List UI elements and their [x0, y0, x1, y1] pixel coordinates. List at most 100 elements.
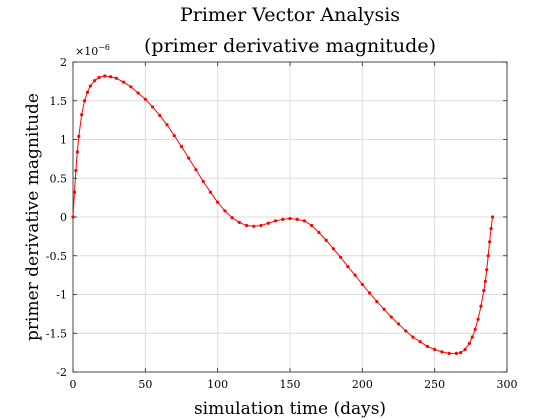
series-line: [72, 75, 494, 354]
data-point: [172, 134, 176, 138]
data-point: [80, 113, 84, 117]
x-tick-label: 100: [207, 378, 228, 391]
data-point: [237, 220, 241, 225]
data-point: [470, 335, 474, 339]
data-point: [317, 230, 321, 235]
data-point: [194, 168, 198, 172]
data-point: [473, 327, 477, 331]
data-point: [201, 179, 205, 183]
data-point: [266, 221, 270, 225]
data-point: [85, 90, 90, 94]
y-tick-label: -1.5: [46, 327, 67, 340]
x-tick-label: 150: [280, 378, 301, 391]
x-tick-label: 250: [424, 378, 445, 391]
data-point: [259, 223, 263, 228]
y-exponent-base: ×10: [75, 45, 98, 58]
y-tick-label: -0.5: [46, 250, 67, 263]
data-point: [454, 351, 458, 355]
data-point: [97, 75, 101, 80]
data-point: [82, 99, 87, 103]
data-point: [165, 123, 169, 127]
data-point: [88, 84, 92, 88]
data-point: [75, 150, 79, 154]
data-point: [382, 307, 386, 311]
x-axis-label: simulation time (days): [194, 399, 386, 419]
data-point: [353, 273, 357, 277]
data-point: [404, 329, 408, 333]
data-point: [158, 113, 162, 118]
data-point: [331, 247, 335, 251]
data-point: [433, 347, 437, 352]
data-point: [103, 74, 107, 78]
data-point: [459, 351, 463, 355]
data-point: [447, 351, 451, 355]
data-point: [93, 79, 97, 83]
data-point: [418, 340, 422, 344]
y-axis-label: primer derivative magnitude: [23, 93, 43, 341]
chart-title: Primer Vector Analysis: [180, 4, 400, 26]
data-point: [143, 97, 147, 101]
data-point: [482, 289, 486, 293]
data-point: [245, 223, 249, 228]
data-point: [288, 216, 292, 221]
data-point: [136, 91, 140, 95]
y-tick-label: 1.5: [50, 95, 68, 108]
data-point: [223, 209, 227, 213]
data-point: [71, 215, 75, 219]
data-point: [411, 335, 415, 339]
data-point: [339, 255, 343, 259]
data-point: [187, 156, 191, 160]
data-point: [77, 134, 81, 138]
x-tick-label: 300: [497, 378, 518, 391]
data-point: [489, 227, 493, 231]
y-tick-label: -2: [56, 366, 67, 379]
x-tick-label: 200: [352, 378, 373, 391]
y-tick-label: -1: [56, 289, 67, 302]
data-point: [252, 224, 256, 228]
data-point: [74, 168, 78, 173]
x-tick-label: 0: [70, 378, 77, 391]
data-point: [216, 200, 220, 204]
y-exponent: ×10−6: [75, 43, 110, 58]
data-series: [71, 74, 495, 355]
data-point: [479, 304, 483, 308]
data-point: [488, 240, 492, 244]
data-point: [281, 217, 285, 221]
chart-subtitle: (primer derivative magnitude): [144, 35, 436, 57]
data-point: [389, 315, 393, 319]
data-point: [483, 279, 487, 283]
data-point: [375, 299, 379, 304]
data-point: [476, 317, 480, 321]
grid: [72, 61, 508, 373]
data-point: [302, 219, 307, 223]
y-tick-label: 1: [60, 134, 67, 147]
data-point: [396, 322, 401, 326]
data-point: [150, 105, 155, 109]
data-point: [360, 282, 364, 287]
x-tick-label: 50: [138, 378, 152, 391]
data-point: [72, 190, 77, 194]
data-point: [324, 238, 328, 242]
data-point: [490, 215, 495, 219]
data-point: [463, 347, 467, 352]
data-point: [114, 76, 118, 80]
y-tick-label: 2: [60, 56, 67, 69]
data-point: [425, 344, 430, 349]
data-point: [295, 217, 299, 221]
data-point: [129, 85, 133, 89]
axis-ticks: 0 50 100 150 200 250 300 -2 -1.5 -1 -0.5 0 0.5 1 1.5 2: [46, 56, 518, 391]
data-point: [367, 291, 372, 295]
data-point: [122, 80, 126, 84]
data-point: [273, 219, 278, 223]
data-point: [179, 144, 184, 149]
data-point: [440, 350, 444, 354]
data-point: [230, 216, 234, 220]
data-point: [109, 75, 113, 79]
y-tick-label: 0.5: [50, 172, 68, 185]
data-point: [467, 341, 471, 345]
data-point: [346, 265, 350, 269]
y-tick-label: 0: [60, 211, 67, 224]
data-point: [486, 254, 490, 258]
y-exponent-power: −6: [98, 43, 110, 52]
